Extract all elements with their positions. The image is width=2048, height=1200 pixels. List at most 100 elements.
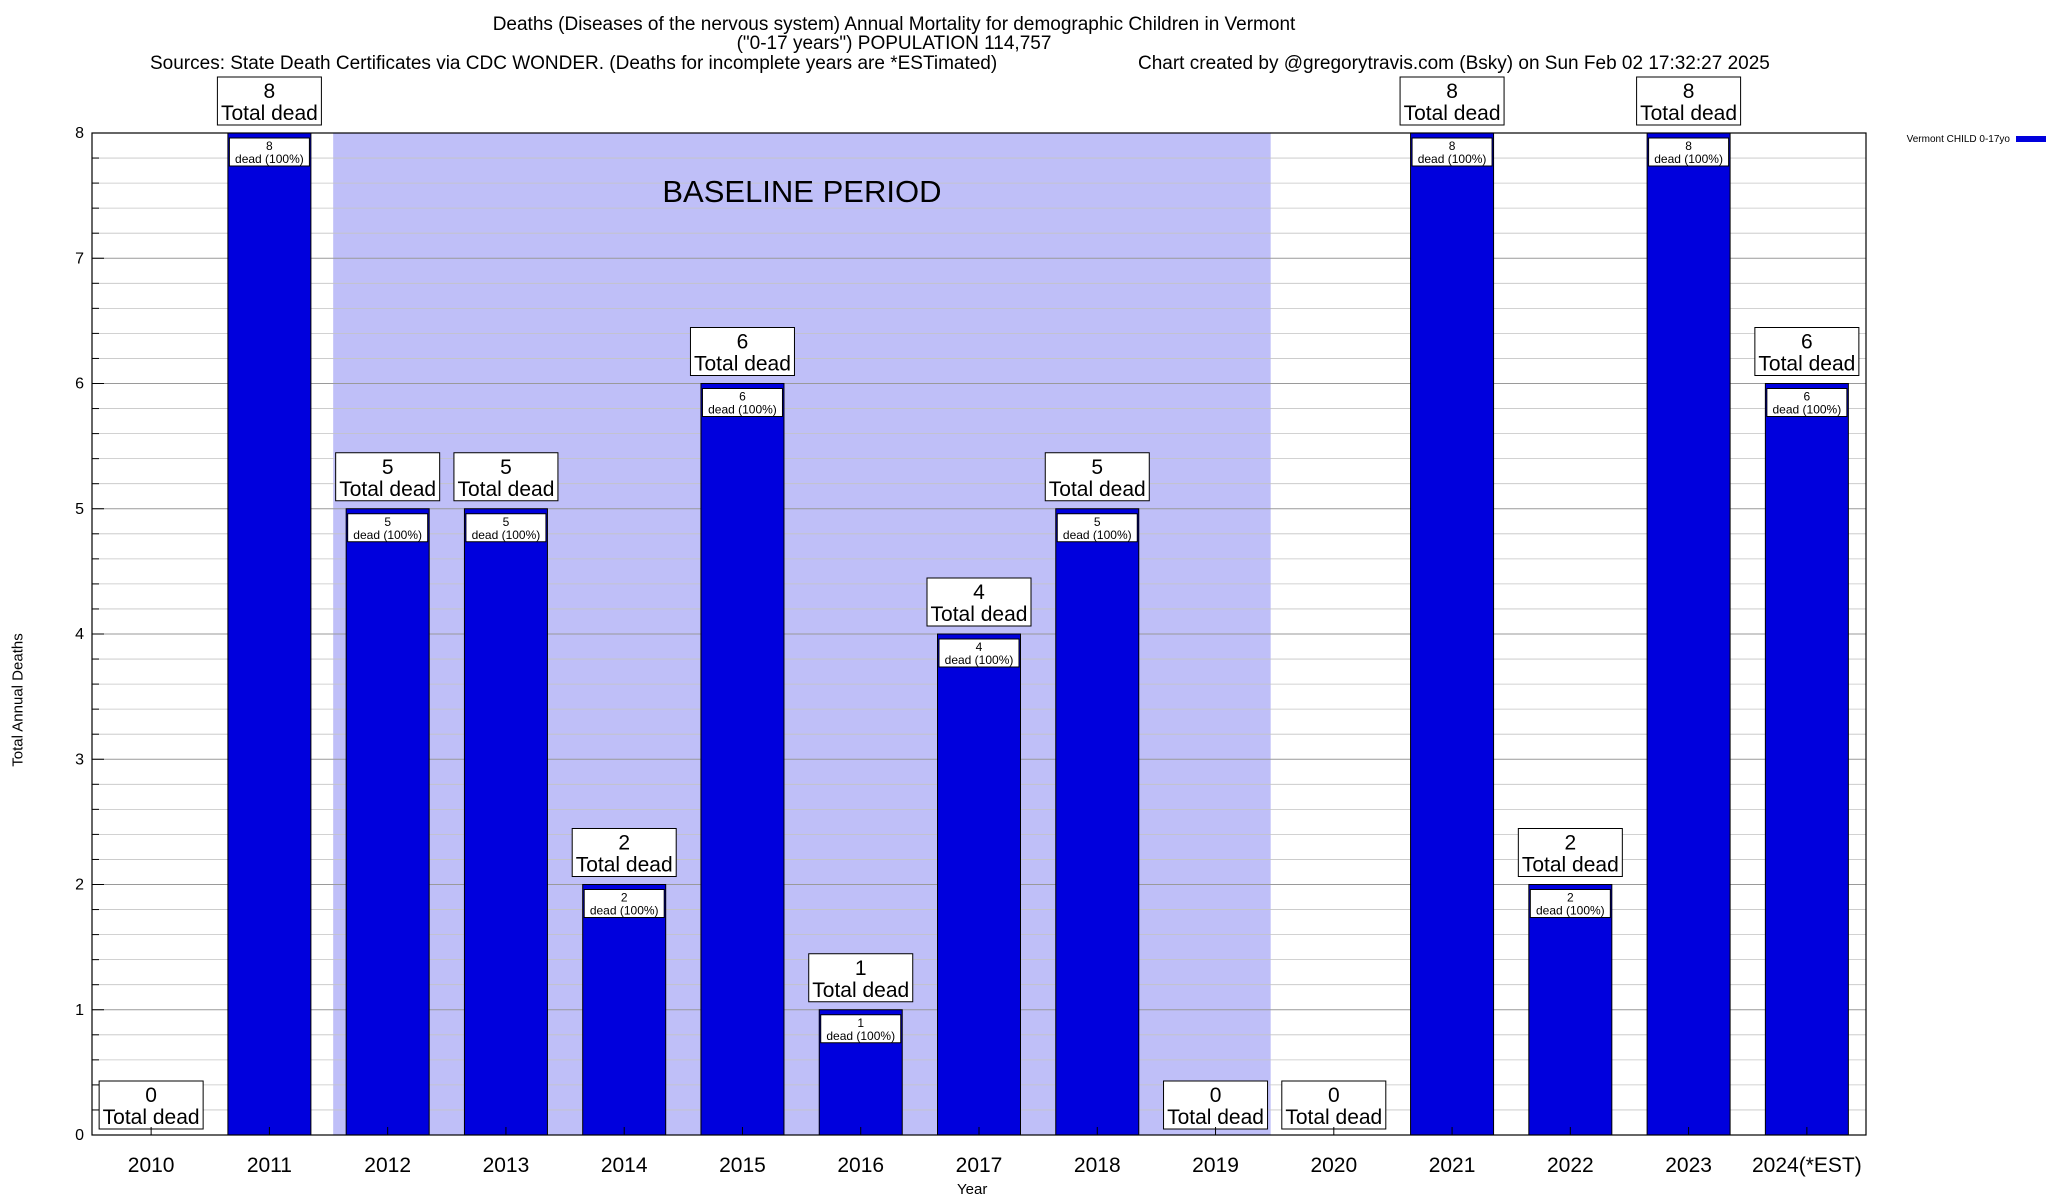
y-tick-label: 2 (75, 877, 84, 894)
x-tick-label: 2014 (601, 1154, 648, 1177)
total-dead-label: Total dead (576, 854, 673, 877)
bar-inner-label: dead (100%) (945, 653, 1014, 667)
x-tick-label: 2010 (128, 1154, 175, 1177)
total-value-label: 0 (1210, 1084, 1222, 1107)
bar-inner-label: dead (100%) (1063, 528, 1132, 542)
bar-2015 (700, 383, 785, 1136)
total-value-label: 2 (1564, 832, 1576, 855)
x-axis-label: Year (957, 1181, 988, 1198)
y-tick-label: 4 (75, 626, 84, 643)
bar-inner-label: dead (100%) (1536, 904, 1605, 918)
bar-inner-value: 8 (1449, 139, 1456, 153)
y-tick-label: 5 (75, 501, 84, 518)
baseline-label: BASELINE PERIOD (662, 174, 941, 209)
chart-subtitle: ("0-17 years") POPULATION 114,757 (736, 33, 1052, 54)
total-label-box (571, 828, 677, 877)
bar-2018 (1055, 508, 1140, 1136)
total-value-label: 8 (264, 80, 276, 103)
total-value-label: 6 (737, 331, 749, 354)
total-value-label: 0 (145, 1084, 157, 1107)
y-tick-label: 3 (75, 751, 84, 768)
legend-label: Vermont CHILD 0-17yo (1907, 134, 2011, 145)
bar-2022 (1528, 884, 1613, 1136)
bar-inner-label: dead (100%) (472, 528, 541, 542)
bar-inner-label: dead (100%) (826, 1029, 895, 1043)
total-dead-label: Total dead (1167, 1106, 1264, 1129)
total-dead-label: Total dead (694, 353, 791, 376)
total-value-label: 1 (855, 957, 867, 980)
x-tick-label: 2016 (837, 1154, 884, 1177)
x-tick-label: 2015 (719, 1154, 766, 1177)
total-dead-label: Total dead (221, 102, 318, 125)
bar-2021 (1410, 132, 1495, 1136)
bar-inner-value: 6 (739, 390, 746, 404)
x-tick-label: 2023 (1665, 1154, 1712, 1177)
total-dead-label: Total dead (812, 979, 909, 1002)
total-label-box (98, 1080, 204, 1130)
total-label-box (216, 76, 322, 126)
y-tick-label: 1 (75, 1002, 84, 1019)
chart-credit: Chart created by @gregorytravis.com (Bsk… (1138, 53, 1770, 74)
bar-inner-label-box (1766, 388, 1848, 417)
bar-inner-value: 8 (266, 139, 273, 153)
total-dead-label: Total dead (931, 603, 1028, 626)
x-tick-label: 2024(*EST) (1752, 1154, 1862, 1177)
bar-inner-value: 5 (384, 515, 391, 529)
bar-inner-value: 8 (1685, 139, 1692, 153)
x-tick-label: 2012 (364, 1154, 411, 1177)
bar-inner-value: 5 (1094, 515, 1101, 529)
bar-2023 (1646, 132, 1731, 1136)
total-value-label: 8 (1446, 80, 1458, 103)
plot-frame (91, 132, 1867, 1136)
total-dead-label: Total dead (1522, 854, 1619, 877)
bar-inner-label-box (1648, 137, 1730, 167)
y-tick-label: 6 (75, 376, 84, 393)
x-tick-label: 2020 (1310, 1154, 1357, 1177)
bar-inner-value: 6 (1804, 390, 1811, 404)
bar-inner-label-box (1411, 137, 1493, 167)
bar-inner-label: dead (100%) (1418, 152, 1487, 166)
total-label-box (689, 327, 795, 376)
bar-2017 (937, 633, 1021, 1136)
total-dead-label: Total dead (103, 1106, 200, 1129)
total-dead-label: Total dead (1404, 102, 1501, 125)
total-label-box (1636, 76, 1742, 126)
bar-inner-label-box (228, 137, 310, 167)
bar-inner-label: dead (100%) (353, 528, 422, 542)
x-tick-label: 2011 (247, 1154, 292, 1177)
chart-title: Deaths (Diseases of the nervous system) … (492, 14, 1296, 35)
total-value-label: 2 (618, 832, 630, 855)
bar-inner-label: dead (100%) (235, 152, 304, 166)
total-value-label: 0 (1328, 1084, 1340, 1107)
bar-inner-label-box (820, 1014, 902, 1044)
total-dead-label: Total dead (457, 478, 554, 501)
total-label-box (453, 452, 559, 502)
total-label-box (1044, 452, 1150, 502)
y-tick-label: 8 (75, 125, 84, 142)
x-tick-label: 2021 (1429, 1154, 1476, 1177)
y-tick-label: 7 (75, 250, 84, 267)
bar-inner-label-box (701, 388, 783, 417)
total-value-label: 5 (1091, 456, 1103, 479)
bar-2014 (582, 884, 667, 1136)
total-dead-label: Total dead (339, 478, 436, 501)
bar-inner-value: 1 (857, 1016, 864, 1030)
total-value-label: 5 (382, 456, 394, 479)
bar-inner-label: dead (100%) (1654, 152, 1723, 166)
bar-inner-value: 4 (976, 640, 983, 654)
x-tick-label: 2022 (1547, 1154, 1594, 1177)
total-dead-label: Total dead (1758, 353, 1855, 376)
bar-inner-label-box (347, 513, 429, 543)
total-label-box (1281, 1080, 1387, 1130)
bar-inner-label-box (1056, 513, 1138, 543)
total-value-label: 8 (1683, 80, 1695, 103)
bar-2011 (227, 132, 312, 1136)
bar-inner-label-box (1529, 889, 1611, 918)
bar-inner-label-box (465, 513, 547, 543)
x-tick-label: 2013 (483, 1154, 530, 1177)
x-tick-label: 2018 (1074, 1154, 1121, 1177)
bar-inner-value: 2 (621, 891, 628, 905)
bar-inner-label: dead (100%) (1773, 403, 1842, 417)
bar-inner-label-box (938, 638, 1020, 668)
